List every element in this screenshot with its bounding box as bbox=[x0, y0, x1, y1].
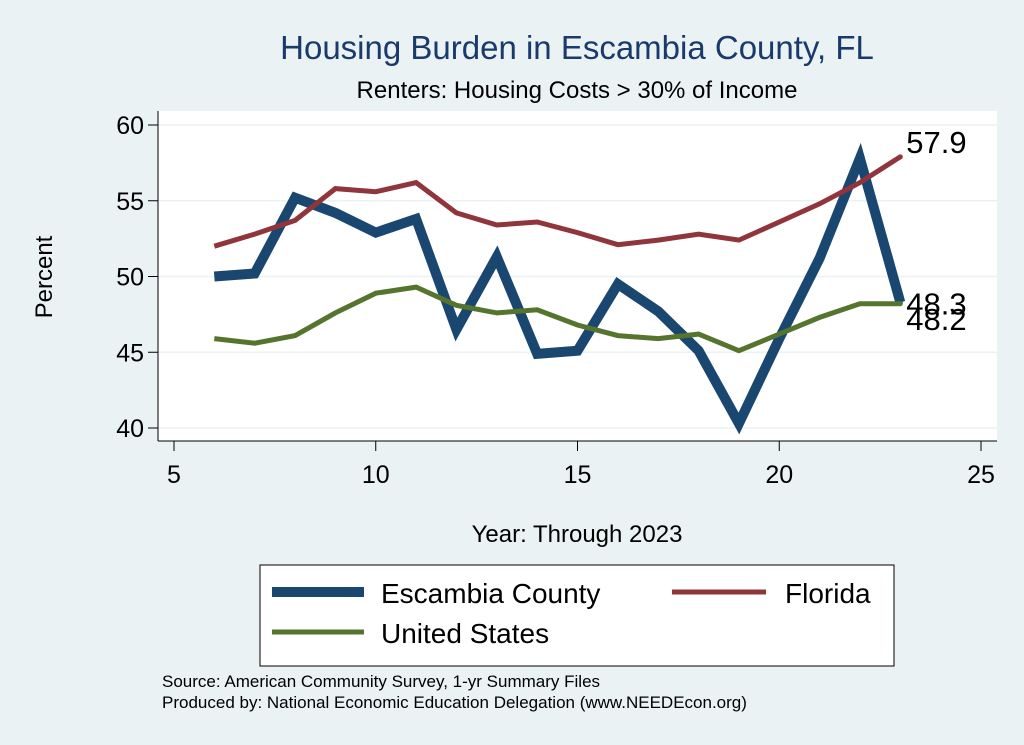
y-axis-ticks: 40 45 50 55 60 bbox=[116, 112, 158, 443]
legend-label-us: United States bbox=[381, 618, 549, 649]
end-label-escambia-county: 48.3 bbox=[906, 286, 966, 321]
chart-subtitle: Renters: Housing Costs > 30% of Income bbox=[357, 77, 798, 104]
series-line-florida bbox=[213, 154, 902, 249]
x-tick-label-25: 25 bbox=[967, 461, 995, 489]
y-tick-label-45: 45 bbox=[116, 339, 144, 367]
y-tick-label-55: 55 bbox=[116, 188, 144, 216]
x-axis-ticks: 5 10 15 20 25 bbox=[167, 441, 995, 489]
y-tick-label-60: 60 bbox=[116, 112, 144, 140]
y-axis-label: Percent bbox=[31, 235, 58, 318]
legend-label-escambia: Escambia County bbox=[381, 578, 600, 609]
series-line-united-states bbox=[214, 284, 901, 354]
x-tick-label-20: 20 bbox=[765, 461, 793, 489]
legend: Escambia County Florida United States bbox=[259, 564, 895, 667]
y-tick-label-50: 50 bbox=[116, 264, 144, 292]
source-note: Source: American Community Survey, 1-yr … bbox=[162, 672, 600, 691]
y-tick-label-40: 40 bbox=[116, 415, 144, 443]
end-label-united-states: 48.2 bbox=[906, 302, 966, 337]
x-tick-label-15: 15 bbox=[564, 461, 592, 489]
end-labels: 48.3 57.9 48.2 bbox=[906, 125, 966, 337]
legend-label-florida: Florida bbox=[785, 578, 871, 609]
end-label-florida: 57.9 bbox=[906, 125, 966, 160]
x-tick-label-10: 10 bbox=[362, 461, 390, 489]
series-end-point-florida bbox=[897, 154, 903, 160]
series-layer bbox=[213, 142, 906, 435]
x-tick-label-5: 5 bbox=[167, 461, 181, 489]
series-line-escambia-county bbox=[213, 142, 906, 435]
legend-box bbox=[259, 564, 895, 667]
producer-note: Produced by: National Economic Education… bbox=[162, 693, 747, 712]
x-axis-label: Year: Through 2023 bbox=[472, 521, 683, 548]
chart-title: Housing Burden in Escambia County, FL bbox=[280, 29, 874, 66]
series-end-point-united-states bbox=[897, 301, 903, 307]
